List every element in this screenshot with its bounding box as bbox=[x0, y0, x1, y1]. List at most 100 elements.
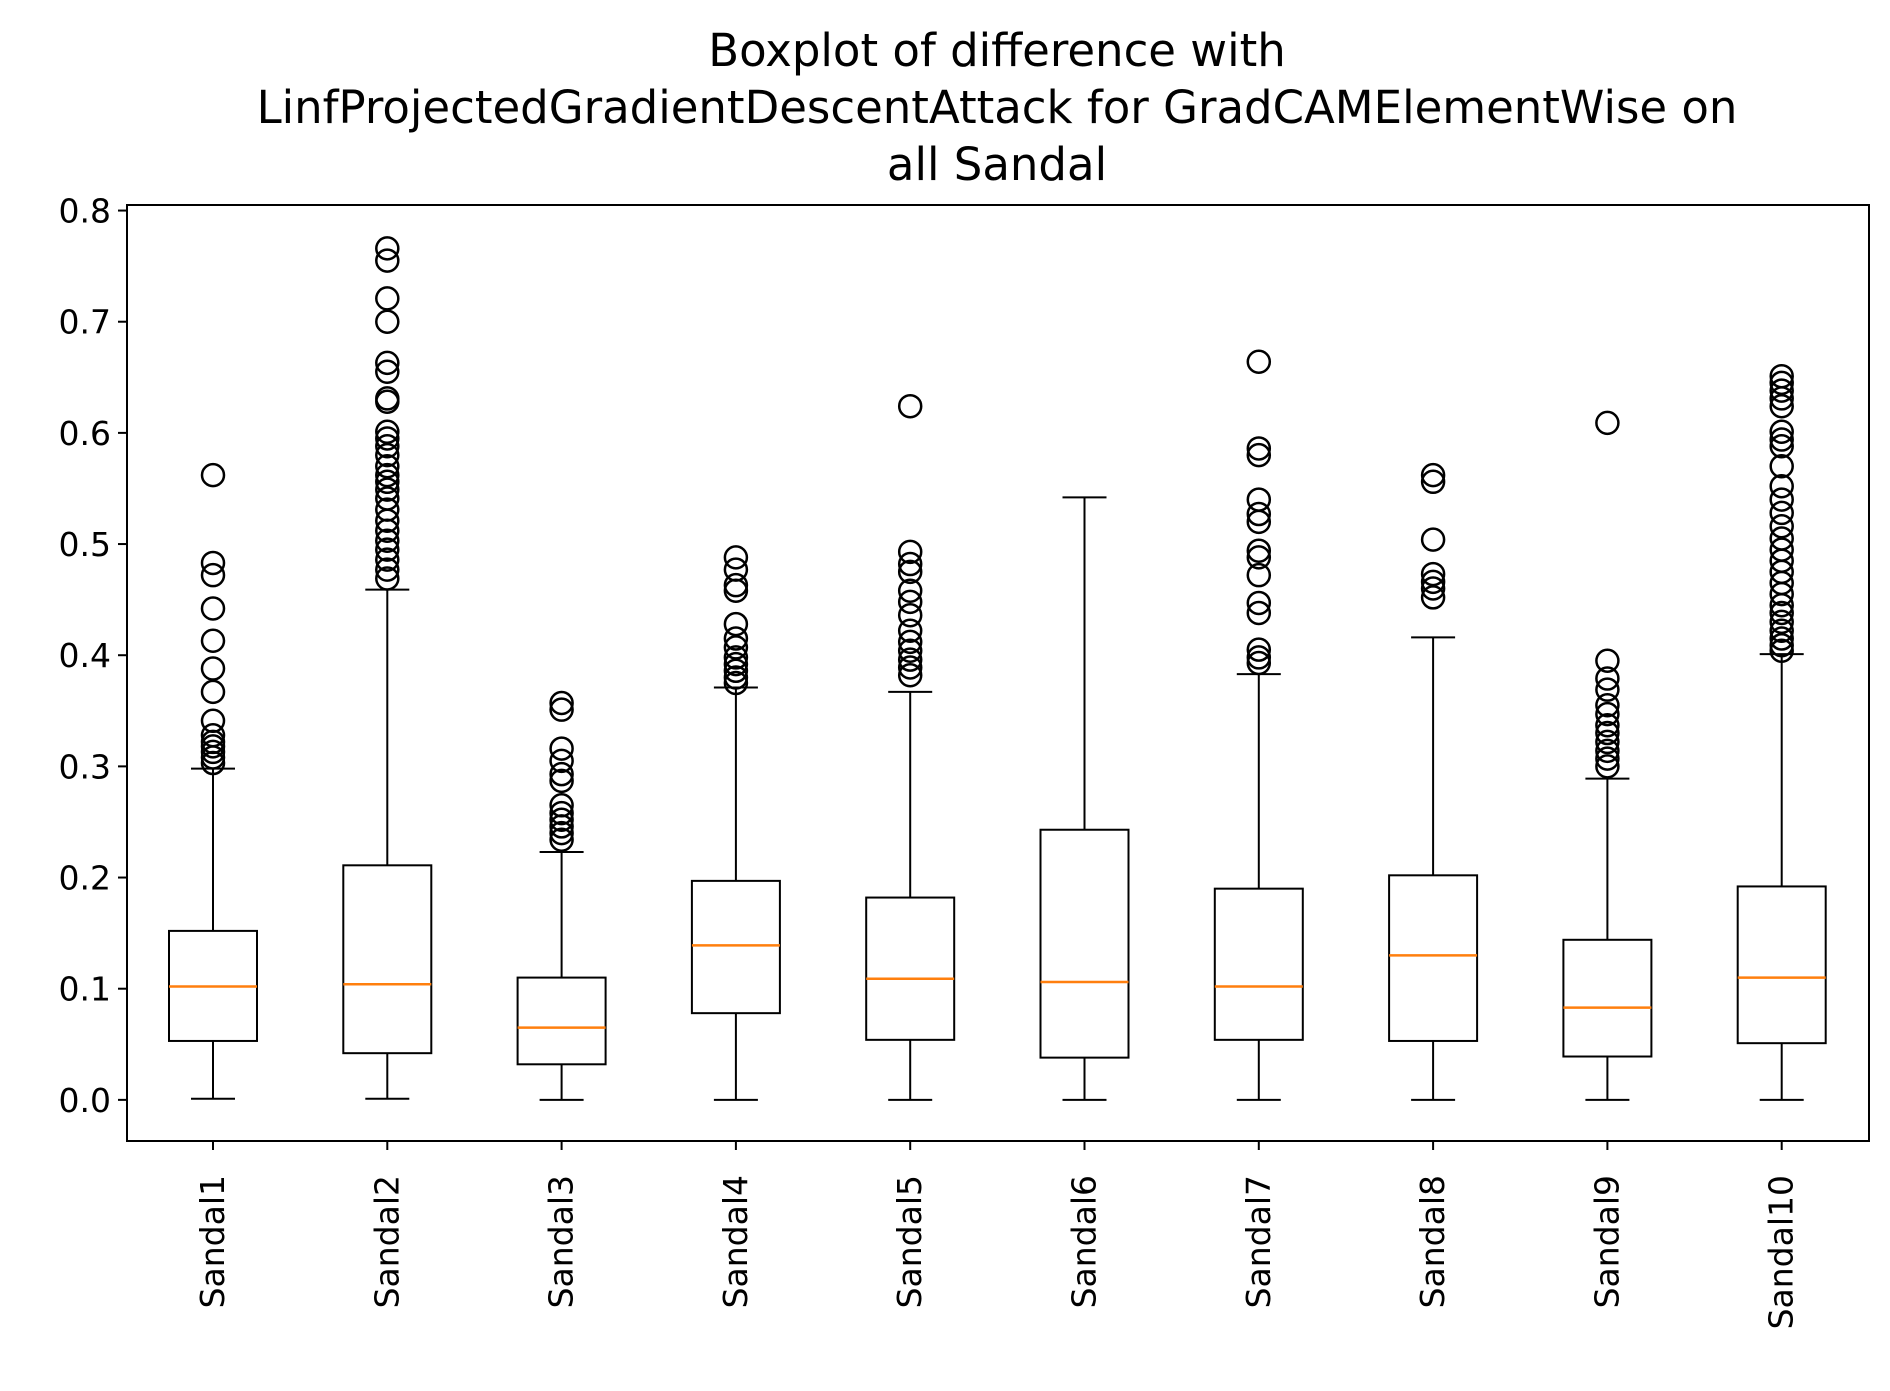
flier-point bbox=[1420, 576, 1446, 601]
flier-point bbox=[200, 462, 226, 488]
flier-point bbox=[1769, 638, 1794, 664]
box-group bbox=[516, 690, 607, 1101]
flier-point bbox=[1769, 609, 1794, 635]
flier-point bbox=[200, 750, 226, 776]
box bbox=[1562, 938, 1653, 1058]
flier-point bbox=[1769, 618, 1794, 644]
flier-point bbox=[549, 697, 574, 722]
box-group bbox=[865, 393, 956, 1101]
flier-point bbox=[1246, 538, 1272, 563]
y-tick-label: 0.3 bbox=[59, 747, 111, 786]
box bbox=[1736, 885, 1827, 1045]
flier-point bbox=[200, 745, 226, 770]
y-tick-label: 0.7 bbox=[59, 303, 111, 342]
box-group bbox=[690, 545, 781, 1101]
flier-point bbox=[1420, 561, 1446, 587]
flier-point bbox=[1769, 487, 1794, 512]
flier-point bbox=[1246, 600, 1272, 626]
flier-point bbox=[897, 638, 923, 664]
y-tick-label: 0.4 bbox=[59, 636, 111, 675]
flier-point bbox=[375, 419, 400, 445]
flier-point bbox=[1769, 419, 1794, 445]
plot-area bbox=[168, 236, 1827, 1101]
chart-title-line-3: all Sandal bbox=[887, 138, 1107, 191]
y-tick-label: 0.6 bbox=[59, 414, 111, 453]
flier-point bbox=[375, 508, 400, 533]
box-group bbox=[342, 236, 433, 1100]
flier-point bbox=[1595, 692, 1620, 718]
flier-point bbox=[1420, 527, 1446, 552]
flier-point bbox=[723, 658, 749, 684]
flier-point bbox=[897, 539, 923, 565]
flier-point bbox=[375, 462, 400, 488]
box bbox=[1039, 828, 1130, 1059]
flier-point bbox=[1595, 410, 1620, 436]
flier-point bbox=[200, 656, 226, 681]
y-tick-label: 0.2 bbox=[59, 859, 111, 898]
box bbox=[690, 879, 781, 1015]
flier-point bbox=[1769, 514, 1794, 539]
flier-point bbox=[897, 589, 923, 615]
box bbox=[342, 864, 433, 1055]
flier-point bbox=[375, 350, 400, 376]
flier-point bbox=[897, 551, 923, 577]
flier-point bbox=[723, 635, 749, 660]
flier-point bbox=[549, 761, 574, 787]
box bbox=[516, 976, 607, 1066]
box-group bbox=[1213, 349, 1304, 1101]
flier-point bbox=[897, 655, 923, 680]
flier-point bbox=[897, 629, 923, 655]
x-tick-label: Sandal6 bbox=[1065, 1175, 1104, 1308]
flier-point bbox=[200, 550, 226, 576]
flier-point bbox=[375, 236, 400, 261]
flier-point bbox=[723, 670, 749, 696]
flier-point bbox=[549, 807, 574, 832]
flier-point bbox=[549, 800, 574, 826]
flier-point bbox=[897, 662, 923, 688]
flier-point bbox=[549, 827, 574, 852]
flier-point bbox=[375, 309, 400, 334]
flier-point bbox=[375, 426, 400, 451]
flier-point bbox=[1769, 393, 1794, 419]
chart-title-line-2: LinfProjectedGradientDescentAttack for G… bbox=[257, 81, 1738, 134]
y-axis: 0.0 0.1 0.2 0.3 0.4 0.5 0.6 0.7 0.8 bbox=[59, 192, 127, 1120]
flier-point bbox=[200, 596, 226, 621]
flier-point bbox=[1595, 666, 1620, 691]
flier-point bbox=[375, 453, 400, 479]
flier-point bbox=[1769, 600, 1794, 626]
box bbox=[1388, 874, 1479, 1042]
flier-point bbox=[1769, 378, 1794, 403]
flier-point bbox=[1595, 738, 1620, 764]
flier-point bbox=[1246, 349, 1272, 374]
flier-point bbox=[1595, 712, 1620, 738]
flier-point bbox=[1246, 637, 1272, 662]
flier-point bbox=[1420, 469, 1446, 495]
box-group bbox=[1562, 410, 1653, 1101]
x-tick-label: Sandal3 bbox=[542, 1175, 581, 1308]
flier-point bbox=[1769, 500, 1794, 526]
x-tick-label: Sandal7 bbox=[1239, 1175, 1278, 1308]
flier-point bbox=[1769, 592, 1794, 618]
flier-point bbox=[723, 578, 749, 603]
flier-point bbox=[723, 651, 749, 677]
flier-point bbox=[375, 528, 400, 553]
flier-point bbox=[1595, 701, 1620, 727]
flier-point bbox=[375, 547, 400, 572]
flier-point bbox=[1769, 626, 1794, 651]
flier-point bbox=[1769, 453, 1794, 479]
chart-title-line-1: Boxplot of difference with bbox=[708, 24, 1286, 77]
box-group bbox=[1388, 462, 1479, 1101]
flier-point bbox=[1769, 581, 1794, 607]
flier-point bbox=[1246, 562, 1272, 588]
flier-point bbox=[1595, 729, 1620, 755]
flier-point bbox=[1420, 462, 1446, 488]
flier-point bbox=[375, 566, 400, 591]
flier-point bbox=[549, 748, 574, 774]
flier-point bbox=[375, 518, 400, 543]
flier-point bbox=[375, 469, 400, 495]
y-tick-label: 0.5 bbox=[59, 525, 111, 564]
flier-point bbox=[200, 628, 226, 654]
flier-point bbox=[723, 626, 749, 651]
x-tick-label: Sandal9 bbox=[1587, 1175, 1626, 1308]
